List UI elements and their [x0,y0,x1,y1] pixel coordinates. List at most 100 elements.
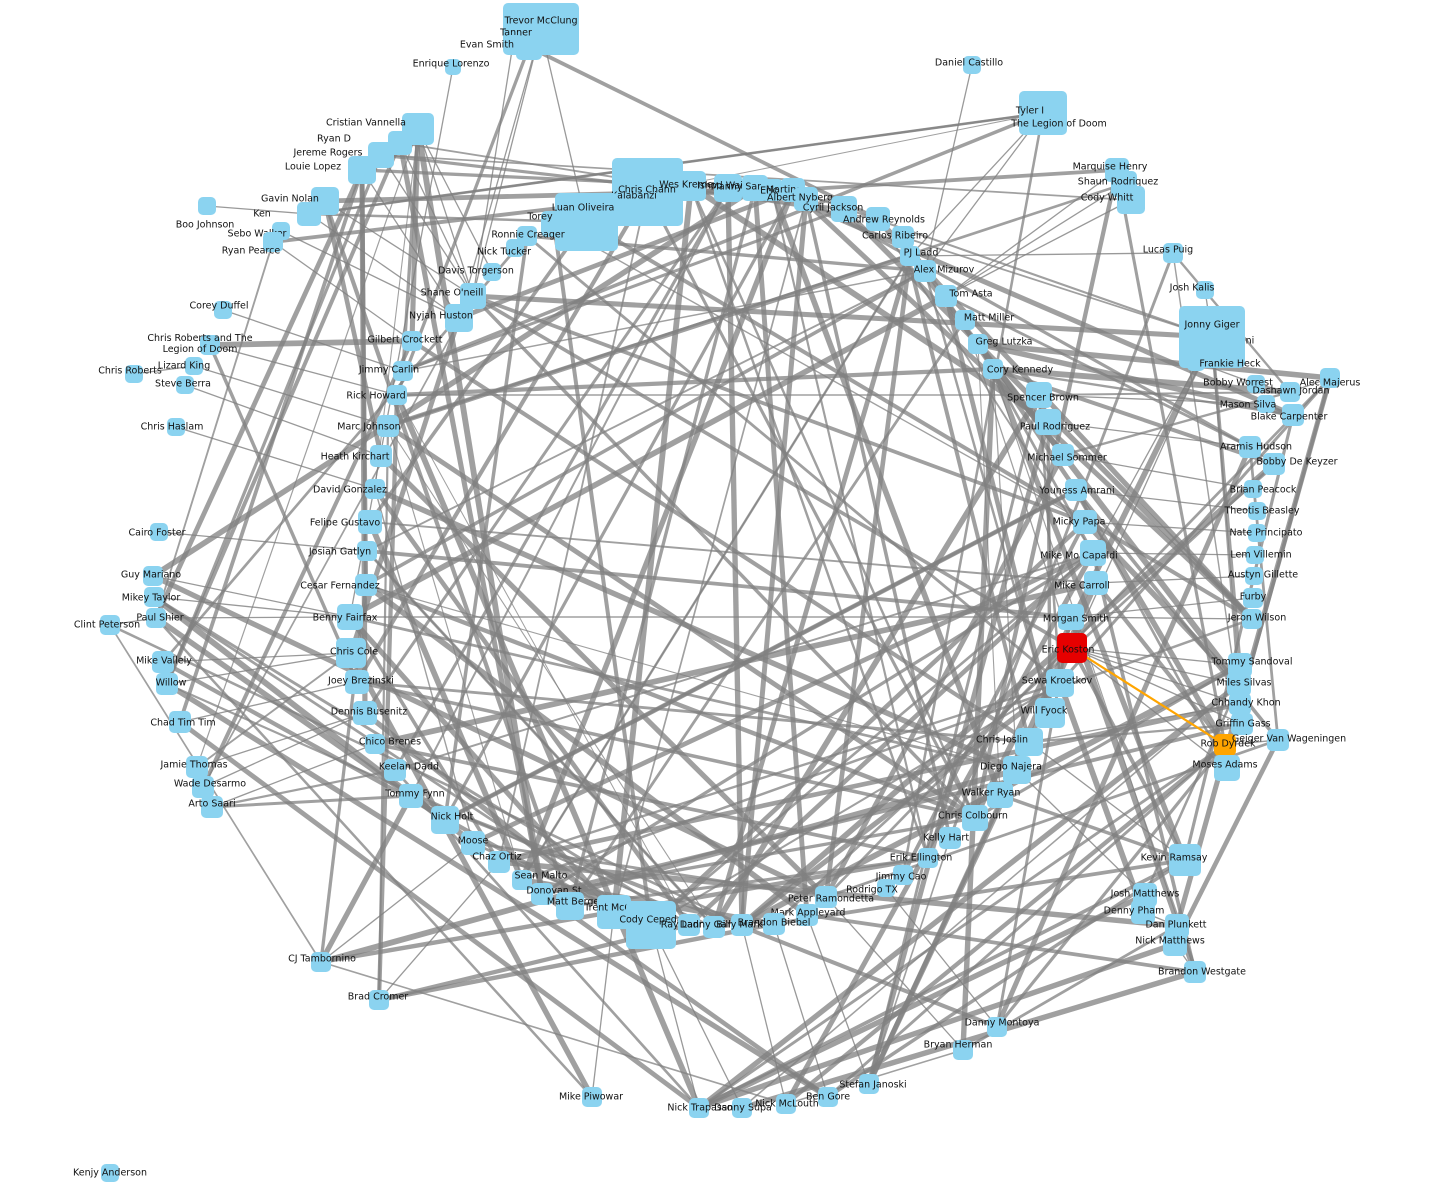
graph-node[interactable] [531,883,553,905]
graph-node[interactable] [512,870,532,890]
graph-node[interactable] [146,608,166,628]
graph-node[interactable] [504,35,522,53]
graph-node[interactable] [156,673,178,695]
graph-node[interactable] [201,796,223,818]
graph-node[interactable] [377,415,399,437]
graph-node[interactable] [776,1094,796,1114]
graph-node[interactable] [1003,756,1031,784]
graph-node[interactable] [892,226,914,248]
graph-node[interactable] [353,701,377,725]
graph-node[interactable] [348,156,376,184]
graph-node[interactable] [1117,186,1145,214]
graph-node[interactable] [185,357,203,375]
graph-node[interactable] [445,59,461,75]
graph-node[interactable] [169,711,191,733]
graph-node[interactable] [483,263,501,281]
graph-node[interactable] [488,851,510,873]
graph-node[interactable] [1065,479,1087,501]
graph-node[interactable] [311,952,331,972]
graph-node[interactable] [732,1098,752,1118]
graph-node[interactable] [1035,409,1061,435]
graph-node[interactable] [461,831,485,855]
graph-node[interactable] [714,174,742,202]
graph-node[interactable] [399,784,423,808]
graph-node[interactable] [1242,609,1262,629]
graph-node[interactable] [963,56,981,74]
graph-node[interactable] [152,651,174,673]
graph-node[interactable] [1073,510,1097,534]
graph-node[interactable] [877,879,895,897]
graph-node[interactable] [1214,734,1236,756]
graph-node[interactable] [914,260,936,282]
graph-node[interactable] [345,670,369,694]
graph-node[interactable] [1246,546,1264,564]
graph-node[interactable] [1247,375,1265,393]
graph-node[interactable] [1019,91,1067,135]
graph-node[interactable] [1229,693,1251,715]
graph-node[interactable] [1187,353,1205,371]
graph-node[interactable] [337,604,363,630]
graph-node[interactable] [893,865,913,885]
graph-node[interactable] [357,541,377,561]
graph-node[interactable] [794,187,818,211]
graph-node[interactable] [144,587,164,607]
graph-node[interactable] [1026,382,1052,408]
graph-node[interactable] [859,1074,879,1094]
graph-node[interactable] [1282,404,1304,426]
graph-node[interactable] [983,359,1003,379]
graph-node[interactable] [554,193,618,251]
graph-node[interactable] [101,1164,119,1182]
graph-node[interactable] [761,179,783,201]
graph-node[interactable] [431,806,459,834]
graph-node[interactable] [689,1098,709,1118]
graph-node[interactable] [125,365,143,383]
graph-node[interactable] [1244,480,1262,498]
graph-node[interactable] [393,361,413,381]
graph-node[interactable] [556,892,584,920]
graph-node[interactable] [1280,382,1300,402]
graph-node[interactable] [1263,453,1285,475]
graph-node[interactable] [150,523,168,541]
graph-node[interactable] [582,1087,602,1107]
graph-node[interactable] [1015,728,1043,756]
graph-node[interactable] [1052,444,1074,466]
graph-node[interactable] [100,615,120,635]
graph-node[interactable] [987,1017,1007,1037]
graph-node[interactable] [198,197,216,215]
graph-node[interactable] [1257,395,1275,413]
graph-node[interactable] [387,385,407,405]
graph-node[interactable] [626,901,676,949]
graph-node[interactable] [1057,633,1087,663]
graph-node[interactable] [143,566,163,586]
graph-node[interactable] [597,895,631,929]
graph-node[interactable] [402,331,422,351]
graph-node[interactable] [263,232,283,252]
graph-node[interactable] [818,1087,838,1107]
graph-node[interactable] [1248,524,1266,542]
graph-node[interactable] [167,418,185,436]
graph-node[interactable] [676,171,706,201]
graph-node[interactable] [1245,567,1263,585]
graph-node[interactable] [1163,932,1187,956]
graph-node[interactable] [1169,844,1201,876]
graph-node[interactable] [1243,588,1263,608]
graph-node[interactable] [866,207,890,231]
graph-node[interactable] [1239,436,1261,458]
graph-node[interactable] [953,1040,973,1060]
graph-node[interactable] [1227,672,1251,696]
graph-node[interactable] [918,848,938,868]
graph-node[interactable] [703,916,725,938]
graph-node[interactable] [358,510,382,534]
graph-node[interactable] [369,990,389,1010]
graph-node[interactable] [1184,961,1206,983]
graph-node[interactable] [1084,571,1108,595]
graph-node[interactable] [611,158,683,226]
graph-node[interactable] [1080,540,1106,566]
graph-node[interactable] [731,914,753,936]
graph-node[interactable] [370,445,392,467]
graph-node[interactable] [365,479,385,499]
graph-node[interactable] [815,886,837,908]
graph-node[interactable] [355,574,377,596]
graph-node[interactable] [1131,900,1155,924]
graph-node[interactable] [1163,243,1183,263]
